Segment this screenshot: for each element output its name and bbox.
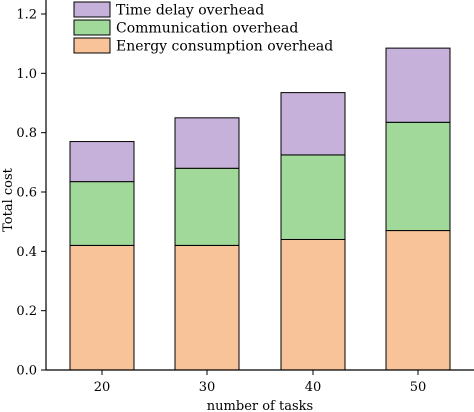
- bar-40-series-1: [280, 154, 346, 240]
- x-ticks: 20 30 40 50: [94, 370, 427, 395]
- y-tick-label: 0.8: [16, 126, 37, 141]
- bar-40-series-2: [280, 92, 346, 156]
- bar-20-series-1: [69, 181, 135, 246]
- y-tick-label: 1.0: [16, 67, 37, 82]
- bar-40-series-0: [280, 238, 346, 371]
- legend-label: Energy consumption overhead: [116, 39, 333, 55]
- legend-swatch: [73, 19, 111, 36]
- y-ticks: 0.0 0.2 0.4 0.6 0.8 1.0 1.2: [16, 8, 46, 379]
- y-tick-label: 0.0: [16, 364, 37, 379]
- x-tick-label: 40: [305, 380, 322, 395]
- bar-20-series-0: [69, 244, 135, 371]
- bar-50-series-0: [385, 230, 451, 371]
- bar-30-series-1: [174, 167, 240, 246]
- x-tick-label: 30: [199, 380, 216, 395]
- y-tick-label: 0.6: [16, 186, 37, 201]
- y-axis-title: Total cost: [1, 167, 16, 232]
- y-tick-label: 0.4: [16, 245, 37, 260]
- axes-layer: [45, 0, 474, 371]
- legend-label: Communication overhead: [116, 21, 298, 37]
- bar-50-series-2: [385, 47, 451, 123]
- bar-20-series-2: [69, 141, 135, 183]
- legend-swatch: [73, 37, 111, 54]
- bars-layer: [69, 47, 451, 371]
- bar-30-series-2: [174, 117, 240, 169]
- legend: Time delay overhead Communication overhea…: [73, 1, 333, 55]
- x-axis-title: number of tasks: [207, 399, 313, 412]
- x-tick-label: 20: [94, 380, 111, 395]
- legend-swatch: [73, 1, 111, 18]
- legend-label: Time delay overhead: [116, 3, 264, 19]
- y-tick-label: 0.2: [16, 304, 37, 319]
- y-tick-label: 1.2: [16, 8, 37, 23]
- bar-50-series-1: [385, 121, 451, 232]
- bar-30-series-0: [174, 244, 240, 371]
- x-tick-label: 50: [410, 380, 427, 395]
